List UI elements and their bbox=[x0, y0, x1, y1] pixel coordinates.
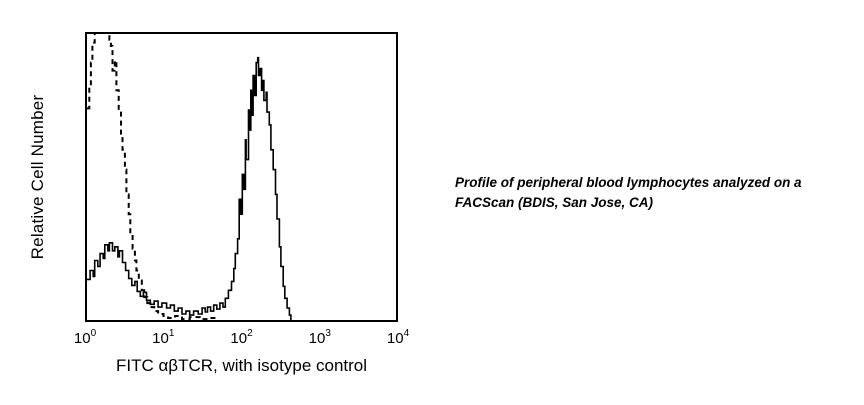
histogram-svg bbox=[87, 34, 292, 320]
plot-area bbox=[85, 32, 398, 322]
isotype-control-curve bbox=[87, 34, 217, 320]
x-axis-label: FITC αβTCR, with isotype control bbox=[115, 356, 368, 375]
figure-caption-line-2: FACScan (BDIS, San Jose, CA) bbox=[455, 195, 654, 210]
y-axis-label: Relative Cell Number bbox=[28, 94, 47, 260]
stained-sample-curve bbox=[87, 56, 292, 320]
x-tick-label: 100 bbox=[73, 328, 97, 347]
x-tick-label: 104 bbox=[386, 328, 410, 347]
x-tick-label: 102 bbox=[230, 328, 253, 347]
figure-caption-line-1: Profile of peripheral blood lymphocytes … bbox=[455, 175, 802, 190]
x-axis-ticks: 100 101 102 103 104 bbox=[74, 328, 409, 353]
figure-caption: Profile of peripheral blood lymphocytes … bbox=[455, 173, 855, 213]
x-tick-label: 103 bbox=[308, 328, 331, 347]
x-tick-label: 101 bbox=[152, 328, 175, 347]
